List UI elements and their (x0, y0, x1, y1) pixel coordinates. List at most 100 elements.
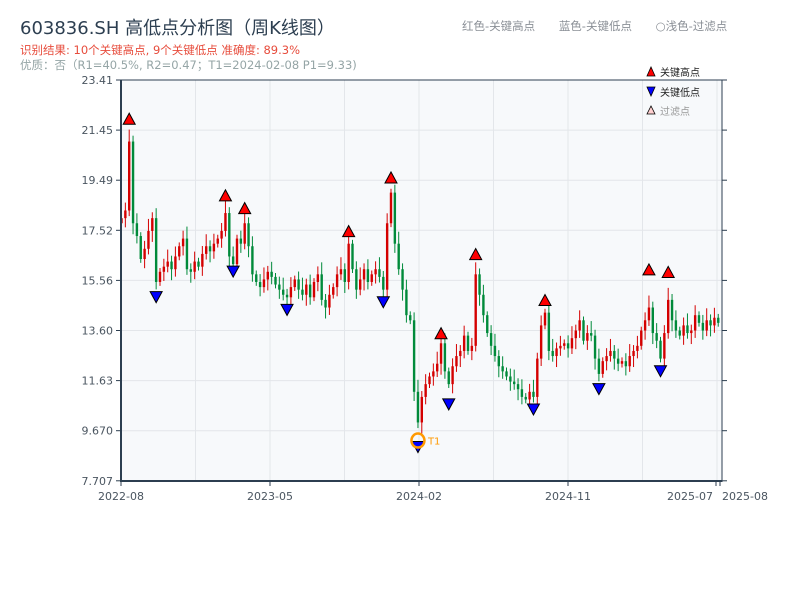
candle (539, 315, 543, 367)
candle (536, 352, 539, 408)
key-high-marker (468, 247, 483, 261)
candle (563, 339, 566, 350)
candle-body (416, 391, 420, 423)
candle (466, 331, 470, 355)
candle-body (682, 325, 685, 336)
candle (251, 236, 254, 282)
candle-body (239, 238, 243, 244)
candle-body (551, 350, 554, 357)
candle-body (609, 350, 612, 357)
candle-body (220, 230, 223, 239)
y-tick-label: 21.45 (82, 124, 114, 137)
candle (486, 311, 489, 337)
candle (509, 368, 512, 391)
candle (297, 271, 300, 299)
candle-body (516, 384, 520, 390)
candle-body (328, 294, 331, 308)
candle (170, 255, 173, 281)
candle (439, 337, 443, 375)
t1-label: T1 (427, 437, 440, 448)
candle (235, 234, 239, 268)
candle (570, 326, 574, 355)
candle (436, 351, 439, 377)
candle (124, 202, 127, 228)
candle-body (455, 356, 458, 367)
candle-body (582, 320, 585, 341)
candle (447, 367, 450, 388)
candle (636, 335, 639, 359)
candle (643, 312, 647, 340)
candle-body (555, 348, 558, 357)
candle-body (231, 256, 235, 265)
key-low-marker (653, 365, 668, 378)
candle-body (316, 274, 320, 282)
candle (185, 226, 189, 275)
candle (343, 263, 346, 293)
candle (713, 307, 716, 333)
candle (316, 266, 320, 292)
candle (205, 234, 208, 260)
key-low-marker (441, 398, 456, 411)
candle (597, 348, 601, 382)
candle-body (536, 358, 539, 397)
candle-body (605, 356, 608, 362)
candle-body (420, 396, 423, 423)
candle-body (705, 320, 708, 331)
candle-body (147, 230, 150, 249)
candle-body (547, 312, 551, 351)
candle (659, 336, 662, 363)
candle-body (528, 391, 531, 400)
candle-body (601, 361, 604, 374)
key-high-marker (434, 326, 448, 340)
x-tick-label: 2022-08 (98, 490, 144, 503)
candle (470, 337, 474, 361)
candle-body (170, 261, 173, 270)
candle-body (690, 330, 693, 334)
candle-body (493, 345, 497, 357)
key-high-marker (384, 170, 398, 184)
quality-summary: 优质：否（R1=40.5%, R2=0.47；T1=2024-02-08 P1=… (20, 58, 357, 72)
legend-high-label: 关键高点 (660, 66, 700, 79)
candle-body (378, 269, 381, 277)
candle-body (586, 333, 589, 341)
legend-filtered-icon (646, 105, 656, 115)
candle (216, 234, 219, 248)
y-tick-label: 15.56 (82, 274, 114, 287)
candle (405, 279, 408, 323)
candle (578, 310, 581, 338)
candle (717, 313, 720, 327)
candle (489, 325, 493, 356)
candle (278, 276, 281, 299)
candle (266, 265, 269, 291)
candle-body (235, 238, 239, 265)
candle (359, 267, 362, 296)
candle-body (447, 371, 450, 385)
candle (143, 240, 146, 269)
candle (555, 342, 558, 368)
candle-body (670, 299, 674, 321)
candle-body (305, 284, 308, 295)
key-low-marker (149, 291, 163, 304)
candle (385, 213, 389, 298)
candle (497, 350, 500, 378)
candle-body (678, 330, 681, 336)
candle-body (520, 389, 524, 397)
candle (678, 326, 681, 340)
candle-body (178, 246, 181, 257)
candle-body (228, 213, 231, 257)
candle-body (532, 391, 535, 397)
candle-body (166, 261, 169, 267)
candle (412, 312, 416, 401)
candle (189, 263, 192, 283)
candle (147, 218, 150, 255)
candle (393, 184, 397, 253)
candle (370, 270, 373, 286)
candle-body (563, 343, 566, 346)
candle (586, 325, 589, 350)
candle-body (497, 356, 500, 367)
candle-body (543, 312, 547, 326)
candle-body (643, 320, 647, 331)
candle-body (374, 269, 377, 275)
candle (389, 188, 393, 228)
candle-body (366, 269, 370, 282)
